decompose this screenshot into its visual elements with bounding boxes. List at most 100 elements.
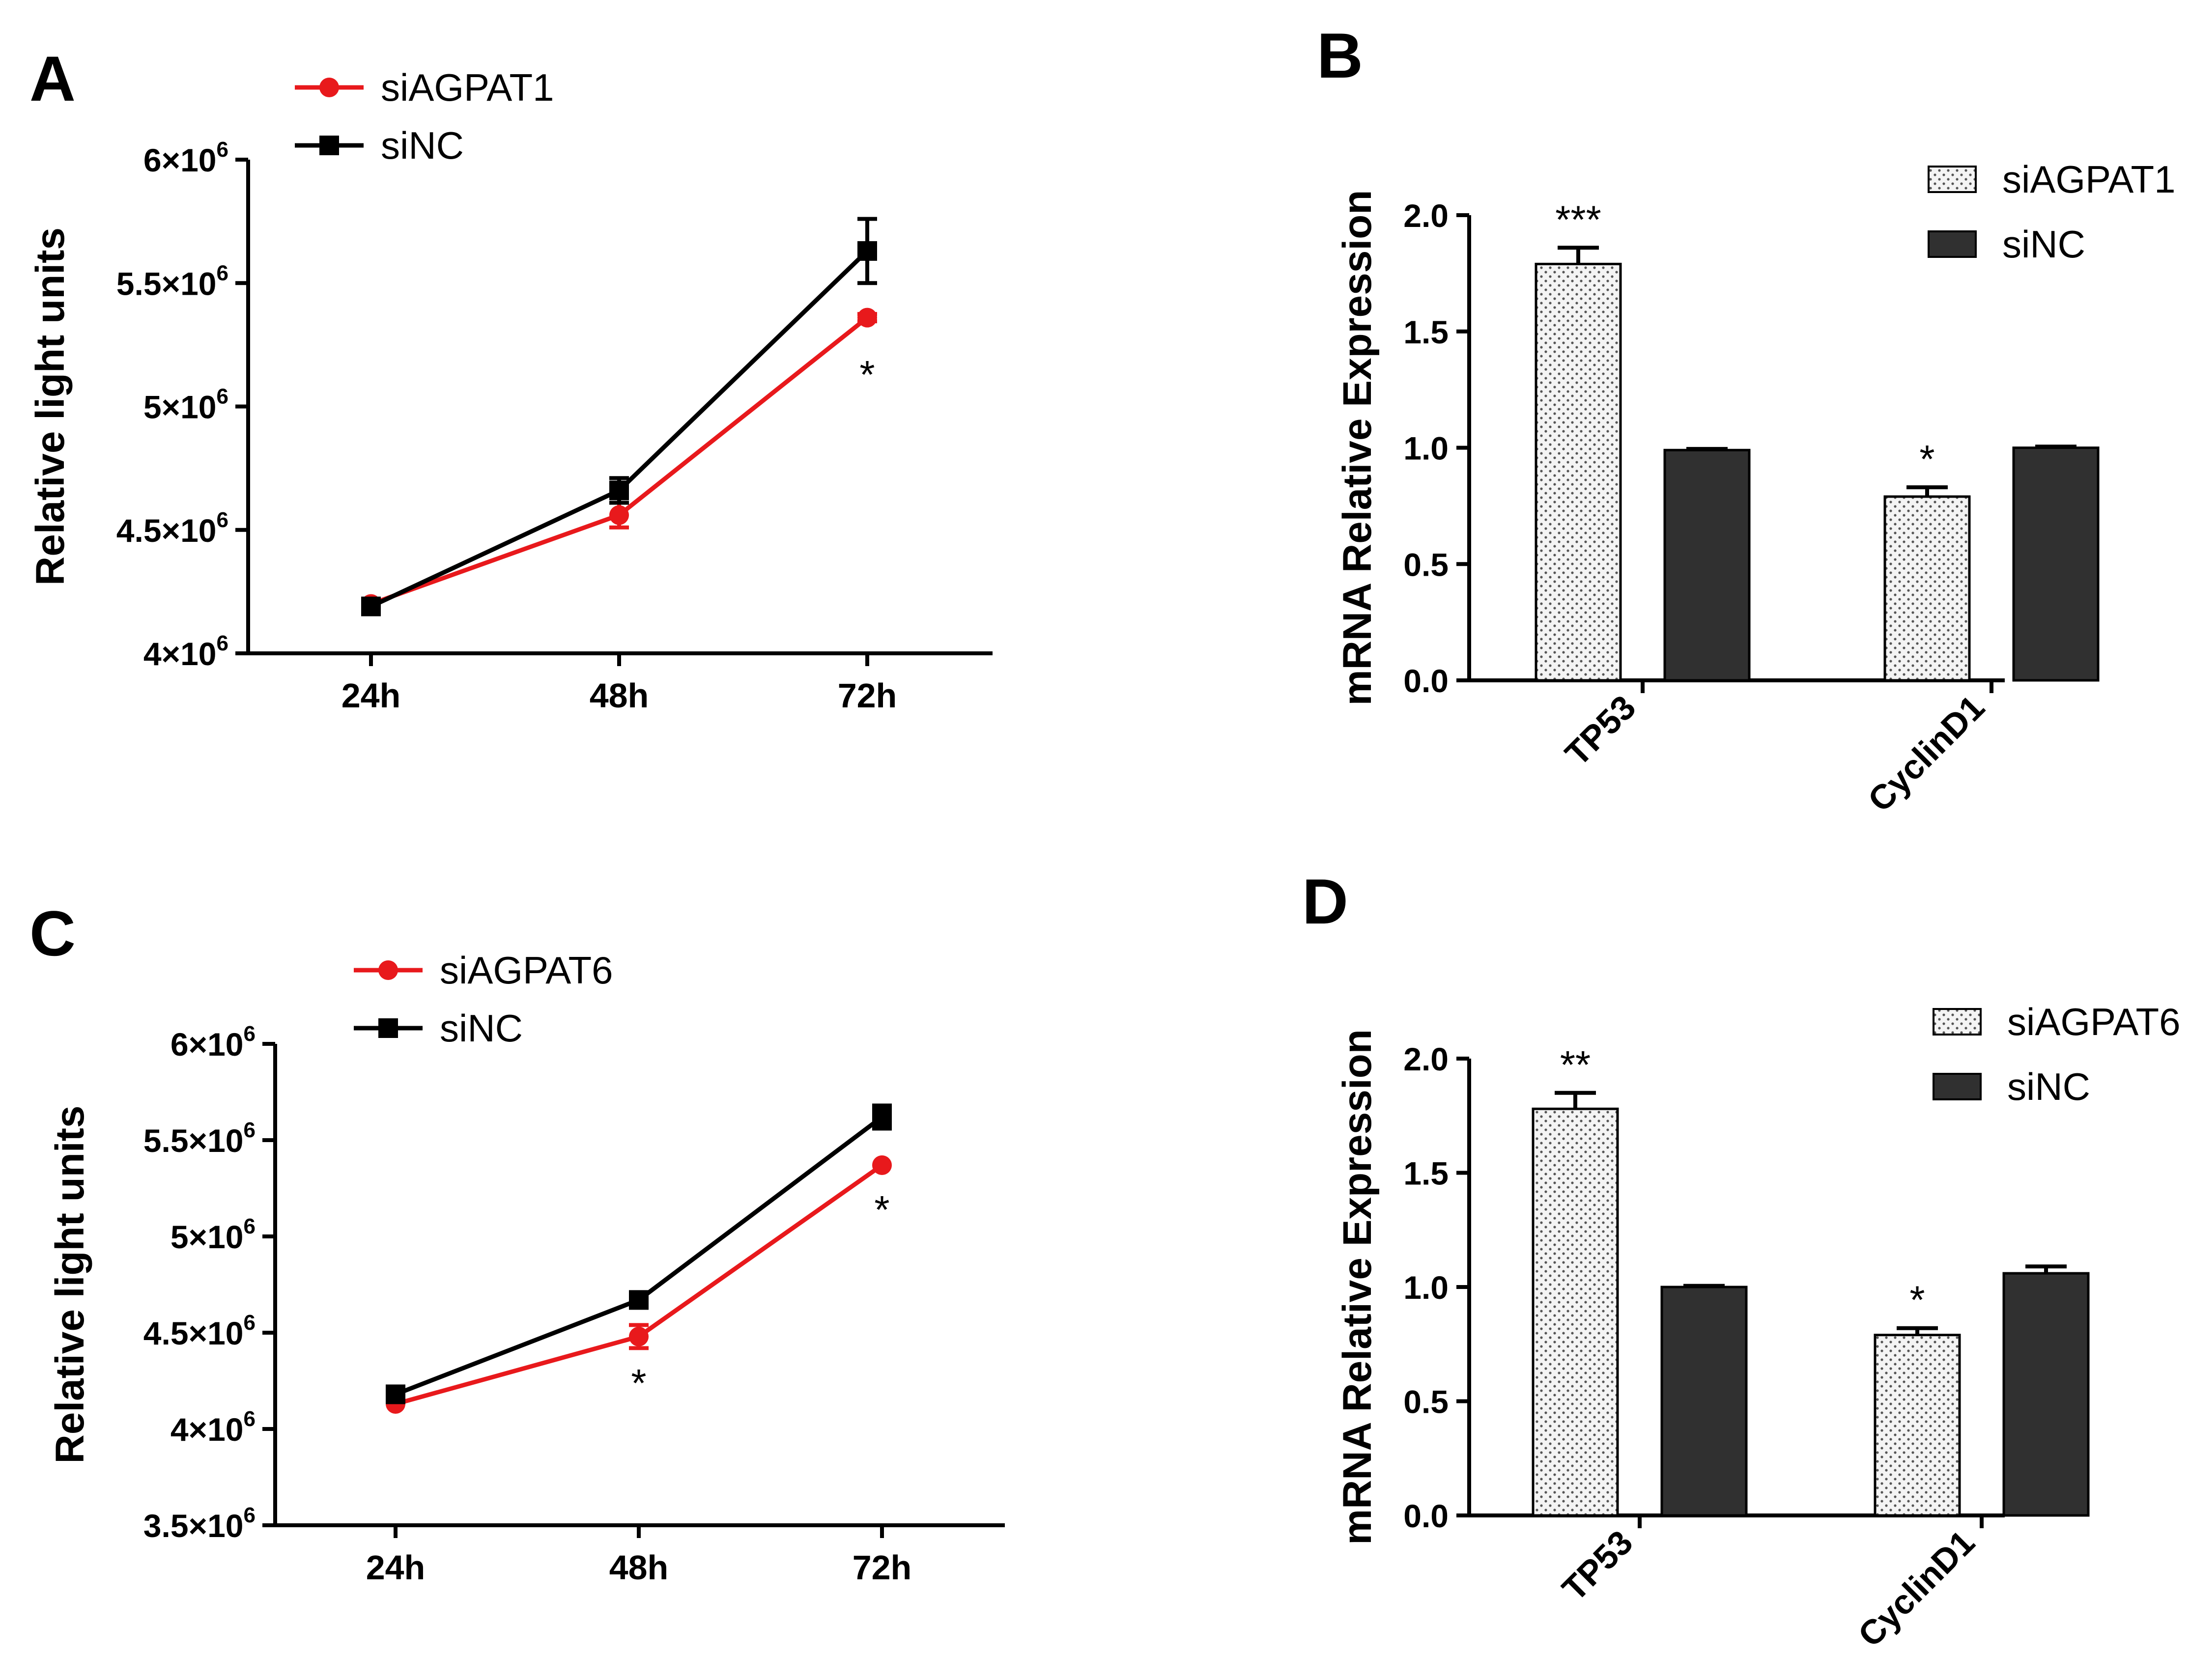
legend-label-siagpat6: siAGPAT6 <box>2007 1000 2181 1043</box>
data-point-sinc <box>361 596 381 616</box>
y-tick-label-exponent: 6 <box>217 508 228 532</box>
panel-label-c: C <box>29 897 76 969</box>
legend-label-sinc: siNC <box>2007 1065 2090 1108</box>
y-tick-label-base: 5.5×10 <box>116 265 217 302</box>
y-tick-label-exponent: 6 <box>244 1311 256 1335</box>
x-tick-label-24h: 24h <box>366 1548 426 1587</box>
y-tick-label-base: 4×10 <box>143 636 217 672</box>
y-tick-label: 6×106 <box>143 138 228 178</box>
bar-sinc-cyclind1 <box>2002 1272 2090 1517</box>
data-point-sinc <box>857 241 877 261</box>
y-axis-title: mRNA Relative Expression <box>1335 190 1380 706</box>
legend-label-sinc: siNC <box>440 1007 523 1050</box>
y-tick-label: 1.0 <box>1403 430 1449 467</box>
y-tick-label-base: 5×10 <box>143 389 217 425</box>
significance-marker: * <box>859 353 875 396</box>
y-axis-title: mRNA Relative Expression <box>1335 1029 1380 1545</box>
data-point-sinc <box>872 1107 892 1127</box>
legend-marker-siagpat6 <box>378 960 398 980</box>
legend-marker-siagpat1 <box>319 78 339 97</box>
significance-marker: * <box>874 1188 889 1232</box>
legend-marker-sinc <box>378 1018 398 1038</box>
data-point-sinc <box>629 1290 649 1310</box>
legend-marker-sinc <box>319 136 339 155</box>
bar-sinc-cyclind1 <box>2012 447 2100 682</box>
series-line-siagpat1 <box>370 316 869 606</box>
x-tick-label-48h: 48h <box>609 1548 669 1587</box>
y-tick-label-base: 4.5×10 <box>116 512 217 549</box>
y-tick-label-exponent: 6 <box>217 138 228 162</box>
series-line-sinc <box>370 249 869 609</box>
legend-swatch-sinc <box>1928 230 1977 258</box>
bar-sinc-tp53 <box>1663 448 1751 682</box>
y-tick-label: 0.0 <box>1403 663 1449 699</box>
bar-siagpat6-cyclind1 <box>1874 1334 1961 1517</box>
bar-sinc-tp53 <box>1660 1286 1748 1517</box>
y-tick-label-exponent: 6 <box>217 261 228 285</box>
bar-siagpat1-cyclind1 <box>1883 495 1971 682</box>
chart-d: 0.0 0.5 1.0 1.5 2.0 mRNA Relative Expression T… <box>1335 1000 2181 1654</box>
y-tick-label-base: 4.5×10 <box>143 1315 244 1351</box>
y-tick-label: 5×106 <box>171 1214 256 1255</box>
y-tick-label-base: 5.5×10 <box>143 1122 244 1159</box>
y-tick-label-exponent: 6 <box>217 631 228 655</box>
legend-label-siagpat1: siAGPAT1 <box>381 66 554 109</box>
y-tick-label: 4×106 <box>171 1407 256 1448</box>
chart-b: 0.0 0.5 1.0 1.5 2.0 mRNA Relative Expression T… <box>1335 158 2176 819</box>
panel-label-b: B <box>1317 20 1363 91</box>
x-tick-label-cyclind1: CyclinD1 <box>1861 688 1992 819</box>
legend-swatch-sinc <box>1933 1073 1982 1100</box>
y-tick-label: 5.5×106 <box>143 1118 256 1159</box>
y-tick-label: 4.5×106 <box>116 508 228 549</box>
y-tick-label: 1.0 <box>1403 1269 1449 1306</box>
x-tick-label-48h: 48h <box>590 676 649 715</box>
significance-marker: * <box>1919 437 1934 481</box>
y-tick-label-base: 5×10 <box>171 1219 244 1255</box>
bar-siagpat1-tp53 <box>1535 262 1622 682</box>
y-tick-label: 4.5×106 <box>143 1311 256 1351</box>
y-tick-label: 6×106 <box>171 1022 256 1063</box>
y-tick-label: 5.5×106 <box>116 261 228 302</box>
y-tick-label-base: 4×10 <box>171 1411 244 1448</box>
y-tick-label-exponent: 6 <box>244 1118 256 1142</box>
y-tick-label-base: 6×10 <box>143 142 217 178</box>
y-tick-label: 1.5 <box>1403 1155 1449 1192</box>
legend-label-sinc: siNC <box>381 124 464 167</box>
significance-marker: *** <box>1555 197 1601 241</box>
y-tick-label-exponent: 6 <box>244 1214 256 1238</box>
y-axis-title: Relative light units <box>28 227 73 586</box>
y-tick-label-exponent: 6 <box>217 385 228 409</box>
significance-marker: * <box>1909 1278 1925 1322</box>
panel-label-a: A <box>29 43 76 114</box>
series-line-sinc <box>395 1115 883 1397</box>
y-tick-label-exponent: 6 <box>244 1503 256 1527</box>
legend-label-sinc: siNC <box>2002 223 2085 266</box>
y-tick-label-base: 3.5×10 <box>143 1508 244 1544</box>
data-point-siagpat1 <box>609 505 629 525</box>
y-tick-label-exponent: 6 <box>244 1407 256 1431</box>
y-tick-label: 2.0 <box>1403 197 1449 234</box>
x-tick-label-cyclind1: CyclinD1 <box>1851 1523 1982 1654</box>
bar-siagpat6-tp53 <box>1532 1107 1619 1517</box>
data-point-siagpat6 <box>872 1155 892 1175</box>
data-point-siagpat6 <box>629 1326 649 1346</box>
x-tick-label-24h: 24h <box>341 676 401 715</box>
legend-swatch-siagpat1 <box>1928 166 1977 193</box>
legend-label-siagpat1: siAGPAT1 <box>2002 158 2176 201</box>
y-tick-label: 2.0 <box>1403 1041 1449 1077</box>
x-tick-label-72h: 72h <box>853 1548 912 1587</box>
significance-marker: ** <box>1560 1043 1591 1087</box>
data-point-siagpat1 <box>857 308 877 328</box>
significance-marker: * <box>631 1361 646 1405</box>
y-tick-label: 5×106 <box>143 385 228 425</box>
data-point-sinc <box>386 1384 405 1404</box>
y-tick-label: 3.5×106 <box>143 1503 256 1544</box>
y-tick-label-exponent: 6 <box>244 1022 256 1046</box>
y-tick-label-base: 6×10 <box>171 1026 244 1063</box>
y-tick-label: 0.5 <box>1403 1384 1449 1420</box>
legend-swatch-siagpat6 <box>1933 1008 1982 1036</box>
legend-label-siagpat6: siAGPAT6 <box>440 949 613 992</box>
